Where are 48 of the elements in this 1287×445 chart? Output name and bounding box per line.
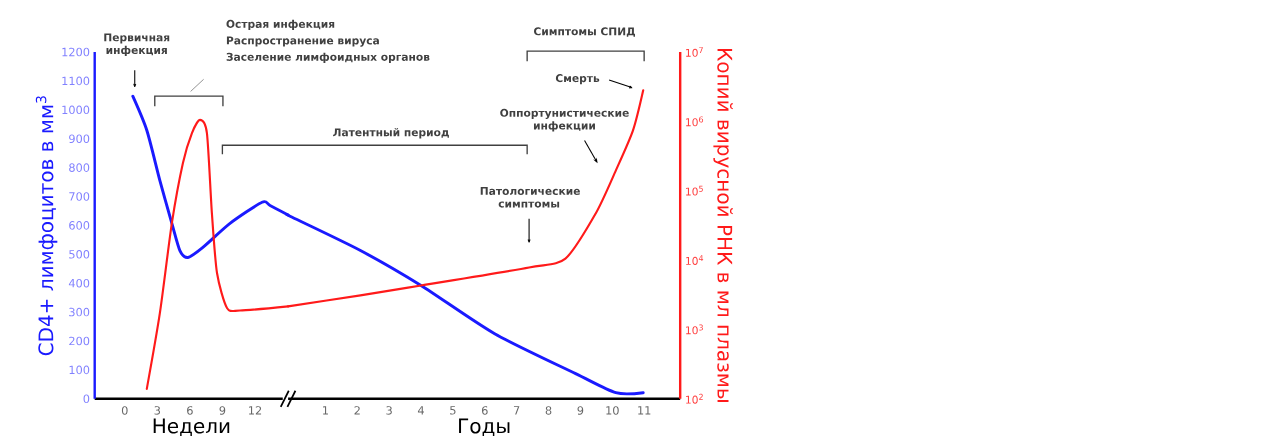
y-axis-title: CD4+ лимфоцитов в мм$^{3}$ [35, 95, 58, 356]
x-tick-label: 7 [513, 405, 520, 415]
x-tick-label: 9 [219, 405, 226, 415]
x-tick-label: 10 [606, 405, 619, 415]
x-tick-label: 6 [187, 405, 193, 415]
x-tick-label: 3 [386, 405, 392, 415]
y2-tick-label: 10$^{3}$ [686, 324, 703, 335]
annotation: Заселение лимфоидных органов [226, 52, 430, 63]
x-tick-label: 11 [638, 405, 651, 415]
x-tick-label: 4 [417, 405, 424, 415]
x-tick-label: 8 [545, 405, 552, 415]
x-tick-label: 6 [481, 405, 488, 415]
y-tick-label: 1200 [62, 47, 90, 57]
y2-tick-label: 10$^{5}$ [686, 185, 703, 196]
y2-tick-label: 10$^{4}$ [686, 254, 704, 265]
y-tick-label: 800 [69, 163, 90, 172]
text: Острая инфекция [226, 19, 335, 30]
y-tick-label: 700 [69, 191, 90, 201]
annotation: Оппортунистические инфекции [500, 108, 629, 132]
x-axis-title: Недели [153, 418, 230, 436]
y-tick-label: 600 [69, 220, 90, 230]
y2-tick-label: 10$^{6}$ [686, 116, 704, 127]
annotation: Патологические симптомы [480, 186, 580, 208]
x-axis-title: Годы [459, 418, 510, 436]
x-tick-label: 9 [577, 405, 584, 415]
y2-axis-title: Копий вирусной РНК в мл плазмы [713, 48, 733, 402]
y-tick-label: 400 [68, 278, 90, 288]
annotation: Латентный период [333, 127, 449, 139]
y-tick-label: 200 [69, 336, 90, 346]
x-tick-label: 3 [154, 405, 161, 415]
text: Распространение вируса [226, 36, 379, 47]
y-tick-label: 900 [69, 134, 90, 143]
x-tick-label: 0 [121, 405, 128, 415]
annotation: Смерть [555, 73, 600, 85]
x-tick-label: 1 [323, 405, 328, 415]
text: Симптомы СПИД [533, 27, 636, 37]
x-tick-label: 5 [450, 405, 456, 415]
y-tick-label: 1100 [62, 76, 90, 85]
annotation: Первичная инфекция [104, 33, 170, 56]
x-tick-label: 12 [249, 405, 262, 415]
y-tick-label: 1000 [62, 105, 90, 114]
y-tick-label: 500 [69, 249, 90, 259]
y-tick-label: 300 [69, 307, 90, 317]
y-tick-label: 0 [83, 394, 90, 403]
x-tick-label: 2 [354, 405, 360, 415]
y2-tick-label: 10$^{7}$ [686, 46, 703, 57]
y-tick-label: 100 [69, 365, 90, 374]
y2-tick-label: 10$^{2}$ [686, 393, 703, 404]
